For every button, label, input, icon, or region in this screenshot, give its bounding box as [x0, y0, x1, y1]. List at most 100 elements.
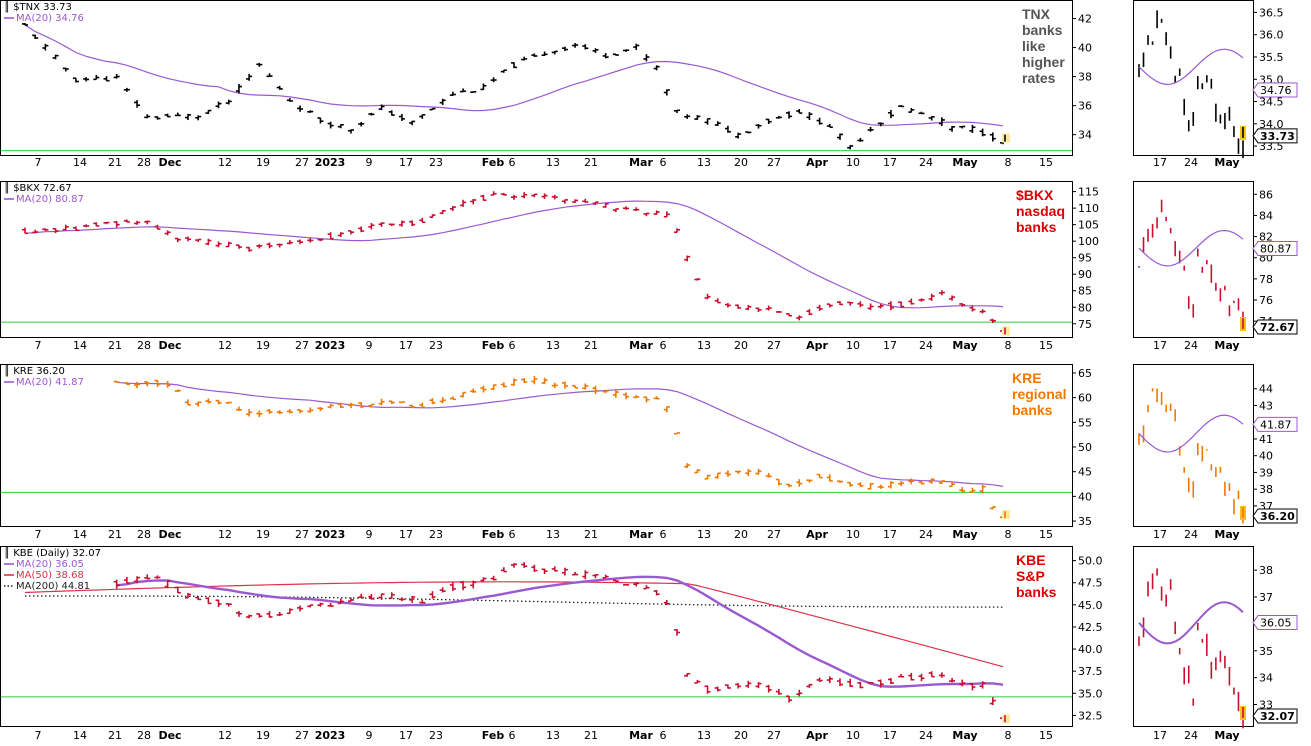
y-tick-label: 60 — [1078, 392, 1092, 405]
legend-label: MA(20) 36.05 — [16, 559, 84, 570]
x-tick-label: 8 — [1005, 156, 1012, 169]
y-tick-label: 65 — [1078, 367, 1092, 380]
annotation-text: $BKX — [1016, 187, 1054, 203]
y-tick-label: 85 — [1078, 285, 1092, 298]
side-y-tick-label: 38 — [1259, 483, 1273, 496]
last-bar-highlight — [1002, 133, 1010, 143]
side-x-tick-label: 17 — [1153, 339, 1167, 352]
x-tick-label: 13 — [546, 156, 560, 169]
legend-label: MA(200) 44.81 — [16, 581, 90, 592]
x-tick-label: 17 — [883, 729, 897, 742]
side-x-tick-label: May — [1214, 528, 1239, 541]
ma20-line — [24, 24, 1004, 127]
x-tick-label: 23 — [429, 528, 443, 541]
x-tick-label: 6 — [660, 528, 667, 541]
side-x-tick-label: 24 — [1184, 156, 1198, 169]
side-x-tick-label: 24 — [1184, 528, 1198, 541]
x-tick-label: 21 — [584, 339, 598, 352]
y-tick-label: 45 — [1078, 466, 1092, 479]
main-frame — [0, 181, 1073, 338]
x-tick-label: 15 — [1039, 729, 1053, 742]
x-tick-label: Dec — [158, 729, 181, 742]
y-tick-label: 38 — [1078, 71, 1092, 84]
y-tick-label: 37.5 — [1078, 665, 1103, 678]
x-tick-label: 21 — [584, 729, 598, 742]
ma-value-tag — [1252, 615, 1298, 631]
x-tick-label: 15 — [1039, 528, 1053, 541]
x-tick-label: 10 — [846, 729, 860, 742]
x-tick-label: 21 — [584, 156, 598, 169]
ma-value-tag — [1252, 241, 1298, 257]
legend-title: ║ KRE 36.20 — [4, 364, 65, 377]
annotation-text: regional — [1012, 386, 1066, 402]
x-tick-label: 27 — [295, 528, 309, 541]
side-ma20-line — [1138, 601, 1244, 645]
side-y-tick-label: 38 — [1259, 564, 1273, 577]
x-tick-label: 27 — [295, 339, 309, 352]
x-tick-label: 9 — [366, 156, 373, 169]
side-y-tick-label: 82 — [1259, 231, 1273, 244]
main-frame — [0, 546, 1073, 727]
legend-label: MA(20) 34.76 — [16, 13, 84, 24]
x-tick-label: May — [952, 156, 977, 169]
side-x-tick-label: 17 — [1153, 729, 1167, 742]
last-bar-highlight — [1002, 326, 1010, 336]
annotation-text: KBE — [1016, 552, 1046, 568]
ma-value-tag-text: 34.76 — [1260, 84, 1292, 97]
ma20-line — [24, 200, 1004, 309]
x-tick-label: 21 — [584, 528, 598, 541]
y-tick-label: 55 — [1078, 416, 1092, 429]
x-tick-label: 27 — [295, 156, 309, 169]
side-y-tick-label: 34.0 — [1259, 118, 1284, 131]
side-y-tick-label: 39 — [1259, 466, 1273, 479]
last-price-tag-text: 72.67 — [1260, 321, 1295, 334]
x-tick-label: 24 — [919, 528, 933, 541]
legend-title: ║ $TNX 33.73 — [4, 0, 72, 13]
x-tick-label: 7 — [35, 528, 42, 541]
x-tick-label: 13 — [697, 729, 711, 742]
annotation-text: banks — [1016, 219, 1057, 235]
legend-label: MA(20) 80.87 — [16, 194, 84, 205]
x-tick-label: 6 — [509, 528, 516, 541]
x-tick-label: 27 — [767, 729, 781, 742]
x-tick-label: 19 — [256, 528, 270, 541]
x-tick-label: 8 — [1005, 729, 1012, 742]
x-tick-label: Dec — [158, 528, 181, 541]
side-y-tick-label: 35.5 — [1259, 51, 1284, 64]
y-tick-label: 75 — [1078, 318, 1092, 331]
annotation-text: banks — [1012, 402, 1053, 418]
annotation-text: nasdaq — [1016, 203, 1065, 219]
x-tick-label: Feb — [482, 729, 505, 742]
x-tick-label: 17 — [399, 339, 413, 352]
y-tick-label: 80 — [1078, 301, 1092, 314]
x-tick-label: 2023 — [315, 156, 346, 169]
annotation-text: KRE — [1012, 370, 1042, 386]
x-tick-label: 2023 — [315, 528, 346, 541]
main-frame — [0, 364, 1073, 527]
side-x-tick-label: May — [1214, 156, 1239, 169]
ma20-line — [116, 381, 1004, 487]
x-tick-label: 28 — [137, 156, 151, 169]
last-price-tag-text: 32.07 — [1260, 710, 1295, 723]
x-tick-label: Feb — [482, 528, 505, 541]
side-y-tick-label: 43 — [1259, 399, 1273, 412]
x-tick-label: 6 — [509, 156, 516, 169]
legend-label: MA(50) 38.68 — [16, 570, 84, 581]
y-tick-label: 90 — [1078, 268, 1092, 281]
annotation-text: rates — [1022, 70, 1056, 86]
side-y-tick-label: 41 — [1259, 433, 1273, 446]
side-x-tick-label: 17 — [1153, 156, 1167, 169]
x-tick-label: 20 — [734, 729, 748, 742]
x-tick-label: 24 — [919, 156, 933, 169]
x-tick-label: 19 — [256, 339, 270, 352]
side-ma20-line — [1138, 414, 1244, 453]
x-tick-label: 9 — [366, 339, 373, 352]
x-tick-label: 12 — [218, 339, 232, 352]
last-bar-highlight — [1002, 510, 1010, 520]
last-price-tag-text: 36.20 — [1260, 510, 1295, 523]
annotation-text: higher — [1022, 54, 1065, 70]
side-y-tick-label: 76 — [1259, 294, 1273, 307]
y-tick-label: 40 — [1078, 490, 1092, 503]
x-tick-label: 27 — [295, 729, 309, 742]
